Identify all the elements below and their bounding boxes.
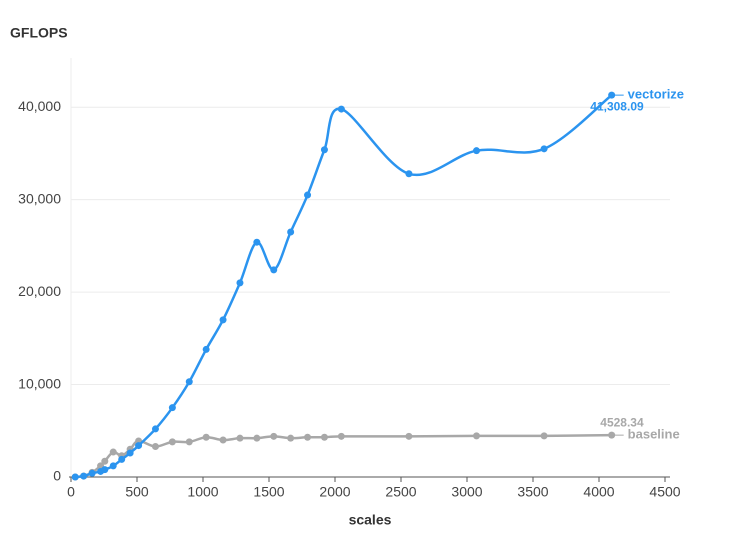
data-point <box>151 442 159 450</box>
data-point <box>219 436 227 444</box>
data-point <box>270 432 278 440</box>
data-point <box>236 434 244 442</box>
x-tick-label: 0 <box>67 484 75 500</box>
data-point <box>473 432 481 440</box>
data-point <box>88 469 96 477</box>
data-point <box>118 455 126 463</box>
data-point <box>151 425 159 433</box>
data-point <box>320 146 328 154</box>
data-point <box>101 457 109 465</box>
data-point <box>135 442 143 450</box>
data-point <box>109 462 117 470</box>
data-point <box>405 170 413 178</box>
y-tick-label: 30,000 <box>18 190 61 206</box>
x-tick-label: 3000 <box>451 484 482 500</box>
data-point <box>168 404 176 412</box>
data-point <box>337 105 345 113</box>
data-label: 41,308.09 <box>590 99 644 113</box>
x-tick-label: 1500 <box>253 484 284 500</box>
data-point <box>287 434 295 442</box>
x-tick-label: 1000 <box>187 484 218 500</box>
data-point <box>405 432 413 440</box>
data-point <box>202 433 210 441</box>
x-tick-label: 2500 <box>385 484 416 500</box>
x-tick-label: 4000 <box>583 484 614 500</box>
data-point <box>304 191 312 199</box>
x-axis-label: scales <box>349 512 392 528</box>
series-line <box>75 433 612 479</box>
data-point <box>270 266 278 274</box>
data-point <box>253 434 261 442</box>
data-point <box>540 432 548 440</box>
data-point <box>337 432 345 440</box>
data-label: 4528.34 <box>600 415 644 429</box>
data-point <box>80 472 88 480</box>
data-point <box>126 449 134 457</box>
data-point <box>71 473 79 481</box>
data-point <box>473 147 481 155</box>
data-point <box>320 433 328 441</box>
x-tick-label: 2000 <box>319 484 350 500</box>
data-point <box>253 238 261 246</box>
x-tick-label: 500 <box>125 484 149 500</box>
legend-label: vectorize <box>628 87 684 102</box>
legend-label: baseline <box>628 427 680 442</box>
data-point <box>109 448 117 456</box>
data-point <box>540 145 548 153</box>
data-point <box>185 438 193 446</box>
x-tick-label: 4500 <box>649 484 680 500</box>
data-point <box>185 378 193 386</box>
y-tick-label: 40,000 <box>18 98 61 114</box>
y-tick-label: 0 <box>53 468 61 484</box>
x-tick-label: 3500 <box>517 484 548 500</box>
series-line <box>75 94 613 479</box>
data-point <box>219 316 227 324</box>
y-tick-label: 10,000 <box>18 375 61 391</box>
data-point <box>287 228 295 236</box>
data-point <box>304 433 312 441</box>
data-point <box>101 466 109 474</box>
chart-title: GFLOPS <box>10 25 68 41</box>
data-point <box>236 279 244 287</box>
data-point <box>202 345 210 353</box>
y-tick-label: 20,000 <box>18 283 61 299</box>
data-point <box>168 438 176 446</box>
